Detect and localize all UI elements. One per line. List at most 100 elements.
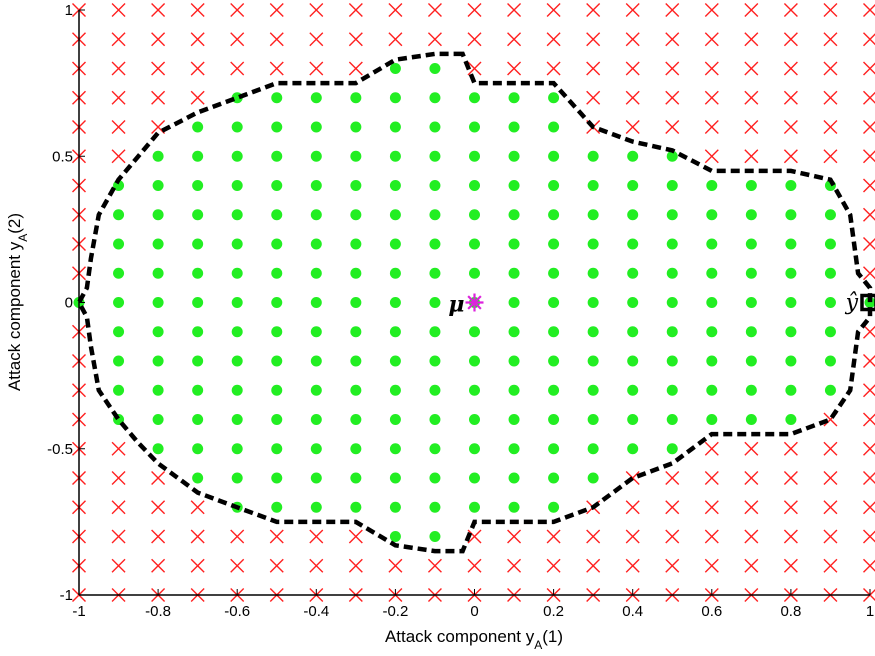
outside-point: [783, 3, 798, 17]
inside-point: [627, 238, 639, 250]
outside-point: [269, 3, 284, 17]
outside-point: [111, 441, 126, 456]
outside-point: [863, 324, 875, 339]
inside-point: [508, 443, 520, 455]
outside-point: [744, 32, 759, 47]
outside-point: [625, 120, 640, 134]
outside-point: [823, 558, 838, 573]
outside-point: [427, 558, 442, 573]
outside-point: [586, 32, 601, 47]
inside-point: [706, 297, 718, 308]
outside-point-stroke: [704, 529, 719, 544]
outside-point-stroke: [704, 441, 719, 456]
outside-point: [151, 529, 166, 544]
inside-point: [310, 472, 322, 484]
outside-point: [230, 529, 245, 544]
inside-point: [548, 180, 560, 191]
outside-point-stroke: [348, 3, 363, 17]
inside-point: [350, 180, 362, 191]
outside-point-stroke: [151, 558, 166, 573]
outside-point-stroke: [309, 529, 324, 544]
inside-point: [429, 63, 441, 74]
outside-point-stroke: [783, 3, 798, 17]
outside-point-stroke: [586, 529, 601, 544]
outside-point-stroke: [586, 558, 601, 573]
inside-point: [587, 326, 599, 338]
inside-point: [666, 384, 678, 396]
outside-point-stroke: [665, 32, 680, 47]
inside-point: [192, 414, 204, 425]
inside-point: [627, 384, 639, 396]
outside-point: [348, 3, 363, 17]
outside-point: [783, 471, 798, 485]
inside-point: [389, 238, 401, 250]
outside-point-stroke: [665, 471, 680, 485]
inside-point: [706, 355, 718, 367]
outside-point: [744, 558, 759, 573]
inside-point: [152, 209, 164, 221]
outside-point: [863, 471, 875, 485]
inside-point: [745, 297, 757, 308]
outside-point: [151, 32, 166, 47]
outside-point-stroke: [467, 61, 482, 76]
outside-point: [665, 120, 680, 134]
outside-point-stroke: [586, 32, 601, 47]
outside-point-stroke: [704, 61, 719, 76]
outside-point: [467, 61, 482, 76]
outside-point-stroke: [230, 3, 245, 17]
outside-point-stroke: [111, 529, 126, 544]
inside-point: [152, 443, 164, 455]
outside-point-stroke: [863, 325, 875, 339]
inside-point: [745, 326, 757, 338]
inside-point: [508, 238, 520, 250]
inside-point: [113, 297, 125, 308]
outside-point-stroke: [151, 3, 166, 17]
outside-point: [823, 500, 838, 515]
outside-point: [348, 32, 363, 47]
inside-point: [231, 414, 243, 425]
x-tick-label: 0: [470, 603, 478, 620]
inside-point: [548, 384, 560, 396]
inside-point: [627, 267, 639, 279]
inside-point: [389, 267, 401, 279]
inside-point: [429, 355, 441, 367]
outside-point-stroke: [704, 3, 719, 17]
x-tick-label: 0.6: [701, 603, 722, 620]
outside-point-stroke: [863, 355, 875, 368]
outside-point: [625, 32, 640, 47]
inside-point: [508, 501, 520, 513]
inside-point: [706, 326, 718, 338]
inside-point: [469, 326, 480, 338]
outside-point-stroke: [309, 558, 324, 573]
outside-point-stroke: [467, 32, 482, 47]
outside-point-stroke: [467, 529, 482, 544]
inside-point: [271, 501, 283, 513]
outside-point-stroke: [704, 471, 719, 485]
inside-point: [429, 238, 441, 250]
outside-point: [190, 500, 205, 515]
x-tick-label: -0.8: [145, 603, 171, 620]
outside-point-stroke: [783, 529, 798, 544]
outside-point: [190, 32, 205, 47]
outside-point-stroke: [151, 32, 166, 47]
outside-point-stroke: [823, 441, 838, 456]
outside-point: [507, 529, 522, 544]
inside-point: [745, 355, 757, 367]
inside-point: [785, 180, 797, 191]
inside-point: [666, 297, 678, 308]
inside-point: [350, 267, 362, 279]
inside-point: [706, 238, 718, 250]
inside-point: [152, 384, 164, 396]
outside-point: [625, 558, 640, 573]
inside-point: [508, 355, 520, 367]
outside-point-stroke: [704, 120, 719, 134]
outside-point: [111, 500, 126, 515]
mu-label: μ: [448, 292, 464, 318]
outside-point-stroke: [111, 500, 126, 515]
outside-point-stroke: [151, 61, 166, 76]
y-ticks: -1 -0.5 0 0.5 1: [47, 2, 85, 604]
outside-point-stroke: [546, 32, 561, 47]
outside-point: [665, 32, 680, 47]
inside-point: [271, 414, 283, 425]
outside-point-stroke: [744, 3, 759, 17]
